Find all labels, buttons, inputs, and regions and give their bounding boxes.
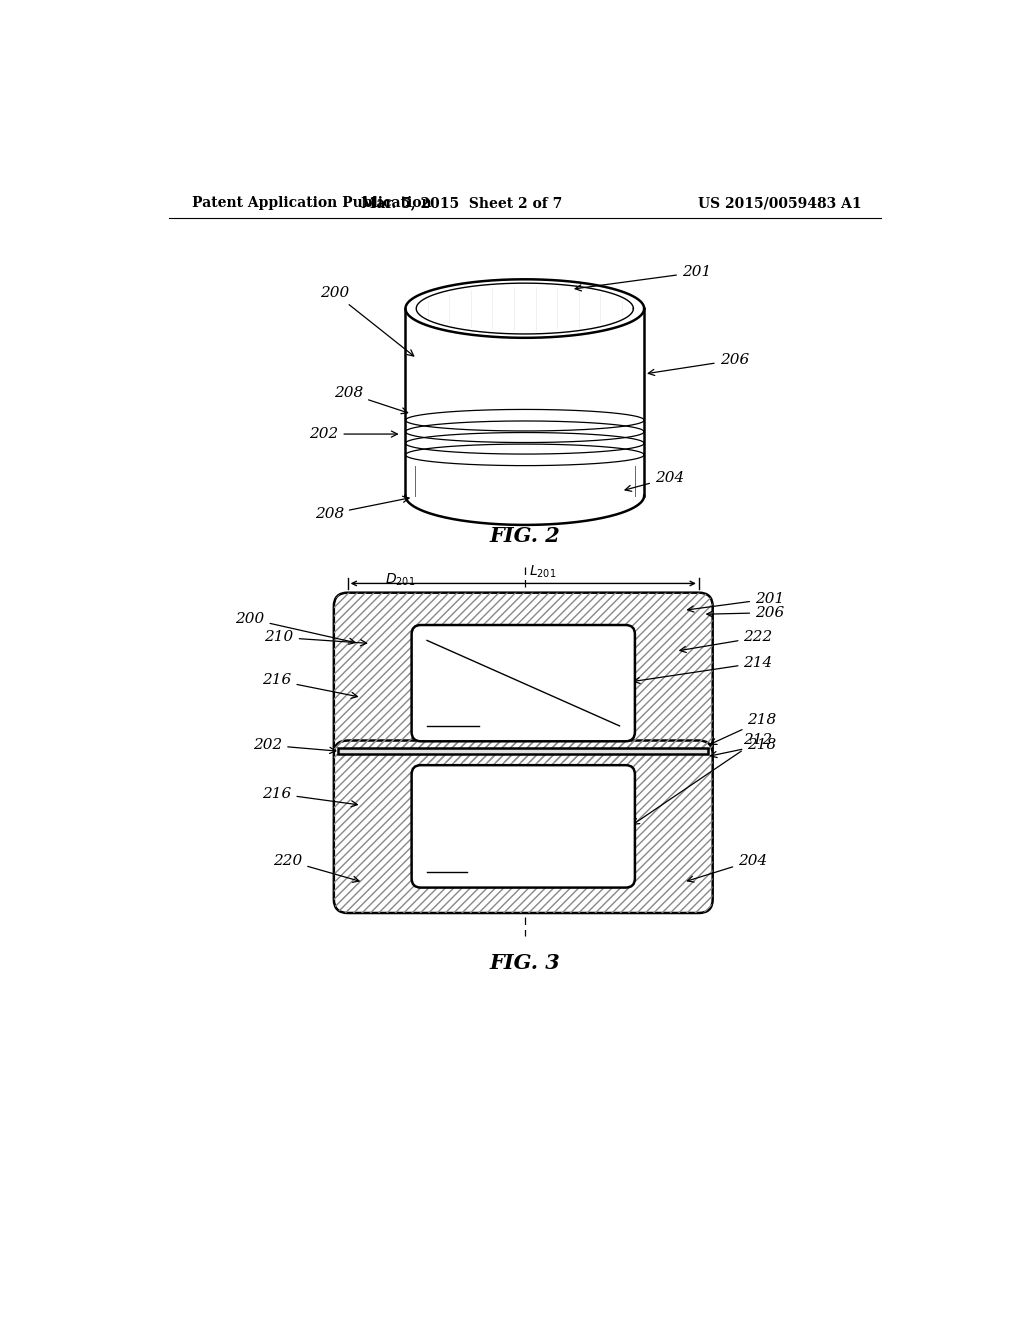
- Text: 218: 218: [711, 714, 776, 744]
- Text: 202: 202: [309, 428, 397, 441]
- Text: 216: 216: [262, 673, 357, 698]
- Text: 201: 201: [575, 265, 711, 290]
- Text: Patent Application Publication: Patent Application Publication: [193, 197, 432, 210]
- Text: 206: 206: [707, 606, 784, 619]
- Text: FIG. 2: FIG. 2: [489, 525, 560, 545]
- Text: 216: 216: [262, 787, 357, 807]
- Text: 204: 204: [625, 471, 684, 491]
- FancyBboxPatch shape: [412, 626, 635, 742]
- Text: 214: 214: [634, 656, 773, 684]
- Text: 200: 200: [236, 612, 355, 644]
- Text: US 2015/0059483 A1: US 2015/0059483 A1: [698, 197, 862, 210]
- FancyBboxPatch shape: [412, 766, 635, 887]
- Text: 210: 210: [264, 631, 367, 645]
- Text: 208: 208: [334, 387, 408, 413]
- FancyBboxPatch shape: [334, 593, 713, 762]
- Text: $D_{201}$: $D_{201}$: [385, 572, 415, 587]
- Text: 218: 218: [711, 738, 776, 758]
- Text: 208: 208: [314, 496, 409, 521]
- FancyBboxPatch shape: [334, 741, 713, 913]
- Text: 201: 201: [687, 591, 784, 612]
- Bar: [339, 748, 708, 755]
- Text: 202: 202: [253, 738, 336, 754]
- Text: 200: 200: [319, 286, 414, 356]
- Text: Mar. 5, 2015  Sheet 2 of 7: Mar. 5, 2015 Sheet 2 of 7: [361, 197, 562, 210]
- Text: $L_{201}$: $L_{201}$: [529, 564, 557, 579]
- Text: FIG. 3: FIG. 3: [489, 953, 560, 973]
- Text: 212: 212: [633, 733, 773, 825]
- Text: 206: 206: [648, 354, 749, 375]
- Text: 204: 204: [687, 854, 767, 882]
- Text: 220: 220: [273, 854, 359, 882]
- Text: 222: 222: [680, 631, 773, 652]
